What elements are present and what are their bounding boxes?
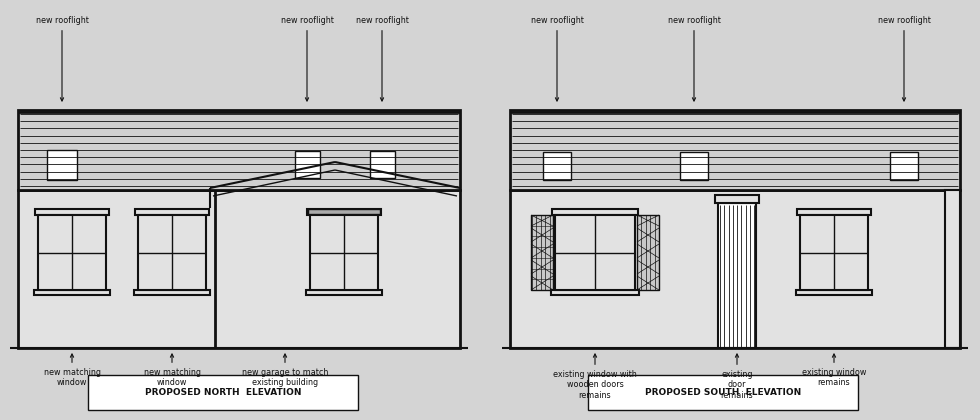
Bar bbox=[797, 209, 871, 215]
Bar bbox=[555, 215, 635, 290]
Bar bbox=[134, 290, 210, 295]
Bar bbox=[34, 290, 110, 295]
Text: new rooflight: new rooflight bbox=[667, 16, 720, 101]
Bar bbox=[307, 209, 381, 215]
Text: existing window
remains: existing window remains bbox=[802, 354, 866, 387]
Text: new rooflight: new rooflight bbox=[356, 16, 409, 101]
Bar bbox=[38, 215, 106, 290]
Text: new rooflight: new rooflight bbox=[877, 16, 930, 101]
Text: PROPOSED SOUTH  ELEVATION: PROPOSED SOUTH ELEVATION bbox=[645, 388, 801, 397]
Bar bbox=[552, 209, 638, 215]
Bar bbox=[531, 215, 553, 290]
Bar bbox=[306, 290, 382, 295]
Bar bbox=[295, 151, 320, 178]
Bar bbox=[890, 152, 918, 180]
Bar bbox=[588, 375, 858, 410]
Bar bbox=[18, 110, 460, 190]
Bar bbox=[47, 150, 77, 180]
Bar bbox=[310, 215, 378, 290]
Text: PROPOSED NORTH  ELEVATION: PROPOSED NORTH ELEVATION bbox=[145, 388, 301, 397]
Bar bbox=[18, 190, 460, 348]
Text: existing
door
remains: existing door remains bbox=[720, 354, 754, 400]
Text: new garage to match
existing building: new garage to match existing building bbox=[242, 354, 328, 387]
Bar bbox=[135, 209, 209, 215]
Bar bbox=[800, 215, 868, 290]
Bar bbox=[715, 195, 759, 203]
Bar bbox=[718, 203, 756, 348]
Bar bbox=[510, 190, 960, 348]
Bar bbox=[637, 215, 659, 290]
Bar bbox=[551, 290, 639, 295]
Bar bbox=[543, 152, 571, 180]
Bar bbox=[945, 190, 960, 348]
Bar bbox=[138, 215, 206, 290]
Text: new rooflight: new rooflight bbox=[35, 16, 88, 101]
Bar bbox=[35, 209, 109, 215]
Text: new rooflight: new rooflight bbox=[530, 16, 583, 101]
Bar bbox=[308, 209, 380, 214]
Bar bbox=[680, 152, 708, 180]
Text: new matching
window: new matching window bbox=[143, 354, 201, 387]
Text: existing window with
wooden doors
remains: existing window with wooden doors remain… bbox=[553, 354, 637, 400]
Bar bbox=[796, 290, 872, 295]
Bar bbox=[510, 110, 960, 190]
Text: new rooflight: new rooflight bbox=[280, 16, 333, 101]
Bar bbox=[88, 375, 358, 410]
Text: new matching
window: new matching window bbox=[43, 354, 101, 387]
Bar bbox=[370, 151, 395, 178]
